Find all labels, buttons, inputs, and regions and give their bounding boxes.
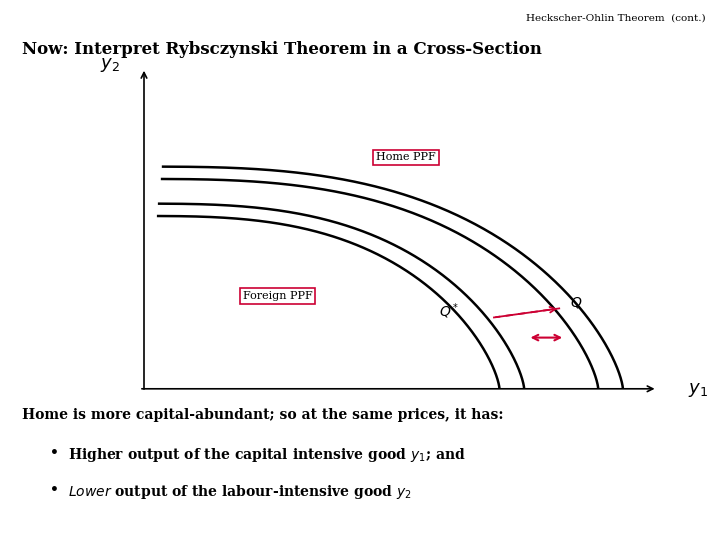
Text: $Q$: $Q$	[570, 295, 582, 310]
Text: Home PPF: Home PPF	[376, 152, 436, 163]
Text: Heckscher-Ohlin Theorem  (cont.): Heckscher-Ohlin Theorem (cont.)	[526, 14, 706, 23]
Text: Foreign PPF: Foreign PPF	[243, 291, 312, 301]
Text: •: •	[50, 483, 59, 497]
Text: Higher output of the capital intensive good $y_1$; and: Higher output of the capital intensive g…	[68, 446, 466, 463]
Text: $\it{Lower}$ output of the labour-intensive good $y_2$: $\it{Lower}$ output of the labour-intens…	[68, 483, 412, 501]
Text: $Q^*$: $Q^*$	[438, 301, 459, 321]
Text: $y_2$: $y_2$	[99, 56, 120, 74]
Text: •: •	[50, 446, 59, 460]
Text: Home is more capital-abundant; so at the same prices, it has:: Home is more capital-abundant; so at the…	[22, 408, 503, 422]
Text: Now: Interpret Rybsczynski Theorem in a Cross-Section: Now: Interpret Rybsczynski Theorem in a …	[22, 40, 541, 57]
Text: $y_1$: $y_1$	[688, 381, 708, 399]
